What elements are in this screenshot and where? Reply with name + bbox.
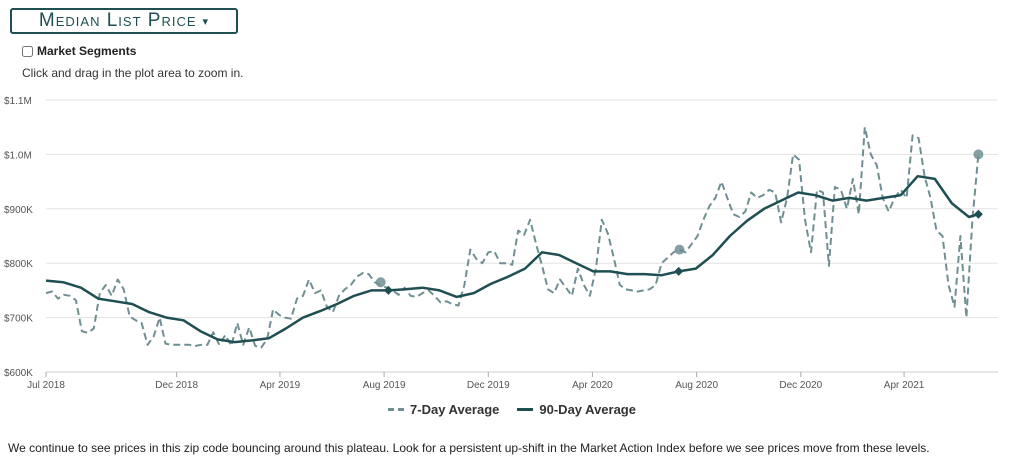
legend-item-7-day[interactable]: 7-Day Average [388, 402, 499, 417]
legend-item-90-day[interactable]: 90-Day Average [517, 402, 636, 417]
metric-dropdown-label: Median List Price [38, 10, 197, 31]
price-chart[interactable]: $600K $700K $800K $900K $1.0M $1.1M Jul 2018 De… [0, 88, 1024, 398]
market-commentary: We continue to see prices in this zip co… [8, 441, 930, 455]
x-tick-label: Apr 2019 [260, 380, 301, 391]
x-tick-label: Aug 2019 [363, 380, 406, 391]
marker-90-day [973, 209, 983, 219]
series-line-7-day [45, 126, 980, 349]
legend-label-7-day: 7-Day Average [410, 402, 500, 417]
market-segments-label: Market Segments [37, 44, 137, 58]
y-tick-label: $600K [4, 368, 33, 379]
y-tick-label: $1.1M [4, 96, 32, 107]
x-tick-label: Dec 2018 [155, 380, 198, 391]
zoom-hint: Click and drag in the plot area to zoom … [22, 66, 244, 80]
x-tick-label: Dec 2019 [467, 380, 510, 391]
x-tick-label: Apr 2020 [572, 380, 613, 391]
y-tick-label: $700K [4, 314, 33, 325]
y-tick-label: $1.0M [4, 150, 32, 161]
series-line-90-day [45, 174, 979, 344]
y-tick-label: $800K [4, 259, 33, 270]
legend-swatch-7-day [388, 408, 405, 411]
marker-7-day [674, 244, 685, 255]
marker-90-day [674, 266, 684, 276]
x-tick-label: Apr 2021 [884, 380, 925, 391]
marker-7-day [375, 277, 386, 288]
legend-label-90-day: 90-Day Average [539, 402, 636, 417]
marker-90-day [383, 285, 393, 295]
x-tick-label: Jul 2018 [27, 380, 65, 391]
metric-dropdown[interactable]: Median List Price ▾ [10, 8, 238, 34]
market-segments-checkbox[interactable] [22, 45, 33, 57]
chart-legend: 7-Day Average 90-Day Average [0, 402, 1024, 417]
market-segments-toggle[interactable]: Market Segments [22, 44, 136, 58]
y-tick-label: $900K [4, 205, 33, 216]
chevron-down-icon: ▾ [202, 15, 210, 28]
marker-7-day [973, 149, 984, 160]
x-tick-label: Aug 2020 [675, 380, 718, 391]
x-tick-label: Dec 2020 [779, 380, 822, 391]
legend-swatch-90-day [517, 408, 534, 411]
